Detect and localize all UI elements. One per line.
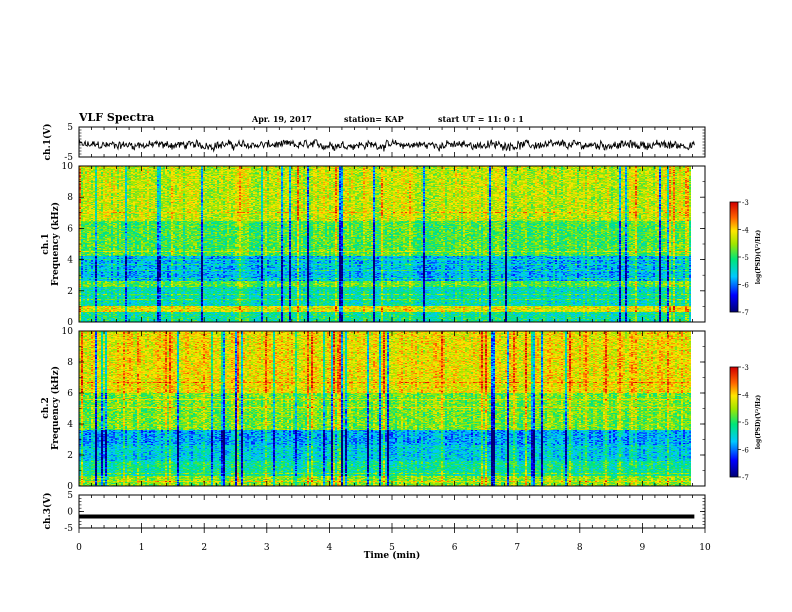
ch1-colorbar-tick-label-0: -3	[742, 199, 749, 207]
y-tick-label-p2-3: 6	[67, 224, 73, 234]
ch2-colorbar-tick-label-2: -5	[742, 419, 749, 427]
ch1-spectrogram-image	[79, 166, 691, 322]
y-tick-label-p2-0: 0	[67, 318, 73, 328]
ch1-waveform	[78, 138, 695, 153]
ch2-freq-label-1: Frequency (kHz)	[50, 366, 61, 450]
ch1-colorbar-tick-label-1: -4	[742, 227, 749, 235]
figure-title: VLF Spectra	[79, 111, 155, 124]
y-tick-label-p4-2: -5	[64, 524, 73, 534]
y-tick-label-p3-3: 6	[67, 389, 73, 399]
y-tick-label-p4-0: 5	[67, 491, 73, 501]
start-time-label: start UT = 11: 0 : 1	[438, 114, 524, 124]
ch2-spectrogram-image	[79, 331, 691, 486]
ch2-colorbar-tick-label-1: -4	[742, 392, 749, 400]
x-tick-label-10: 10	[699, 543, 711, 553]
y-tick-label-p1-0: 5	[67, 123, 73, 133]
y-tick-label-p3-0: 0	[67, 482, 73, 492]
date-label: Apr. 19, 2017	[252, 114, 312, 124]
y-tick-label-p3-4: 8	[67, 358, 73, 368]
ch1-freq-label-0: ch.1	[41, 233, 51, 254]
x-tick-label-6: 6	[452, 543, 458, 553]
panel-frames	[78, 126, 739, 529]
y-tick-label-p2-4: 8	[67, 193, 73, 203]
y-tick-label-p2-1: 2	[67, 287, 73, 297]
x-axis-label: Time (min)	[364, 550, 421, 561]
y-tick-label-p4-1: 0	[67, 508, 73, 518]
station-label: station= KAP	[344, 114, 404, 124]
y-tick-label-p2-5: 10	[62, 162, 74, 172]
y-tick-label-p2-2: 4	[67, 256, 73, 266]
x-tick-label-9: 9	[640, 543, 646, 553]
waveform-traces	[78, 138, 695, 519]
ch2-freq-label-0: ch.2	[41, 397, 51, 418]
x-tick-label-4: 4	[327, 543, 333, 553]
ch3-voltage-label-0: ch.3(V)	[42, 493, 53, 530]
x-tick-label-2: 2	[201, 543, 207, 553]
ch1-colorbar-tick-label-4: -7	[742, 309, 749, 317]
y-tick-label-p3-1: 2	[67, 451, 73, 461]
axis-ticks	[78, 126, 741, 533]
ch1-freq-label-1: Frequency (kHz)	[50, 202, 61, 286]
x-tick-label-3: 3	[264, 543, 270, 553]
x-tick-label-5: 5	[389, 543, 395, 553]
ch1-colorbar-label: log(PSD)(V²/Hz)	[755, 230, 762, 285]
y-tick-label-p1-1: -5	[64, 153, 73, 163]
panel-frame-3	[78, 330, 706, 487]
ch2-colorbar-image	[730, 367, 738, 477]
x-tick-label-0: 0	[76, 543, 82, 553]
ch2-colorbar-label: log(PSD)(V²/Hz)	[755, 395, 762, 450]
ch1-colorbar-image	[730, 202, 738, 312]
ch1-colorbar-tick-label-2: -5	[742, 254, 749, 262]
ch1-voltage-label-0: ch.1(V)	[42, 124, 53, 161]
panel-frame-2	[78, 165, 706, 323]
ch2-colorbar-tick-label-4: -7	[742, 474, 749, 482]
y-tick-label-p3-5: 10	[62, 327, 74, 337]
x-tick-label-7: 7	[514, 543, 520, 553]
y-tick-label-p3-2: 4	[67, 420, 73, 430]
ch2-colorbar-frame	[729, 366, 739, 478]
x-tick-label-1: 1	[139, 543, 145, 553]
x-tick-label-8: 8	[577, 543, 583, 553]
ch1-colorbar-frame	[729, 201, 739, 313]
ch2-colorbar-tick-label-3: -6	[742, 447, 749, 455]
ch2-colorbar-tick-label-0: -3	[742, 364, 749, 372]
ch1-colorbar-tick-label-3: -6	[742, 282, 749, 290]
